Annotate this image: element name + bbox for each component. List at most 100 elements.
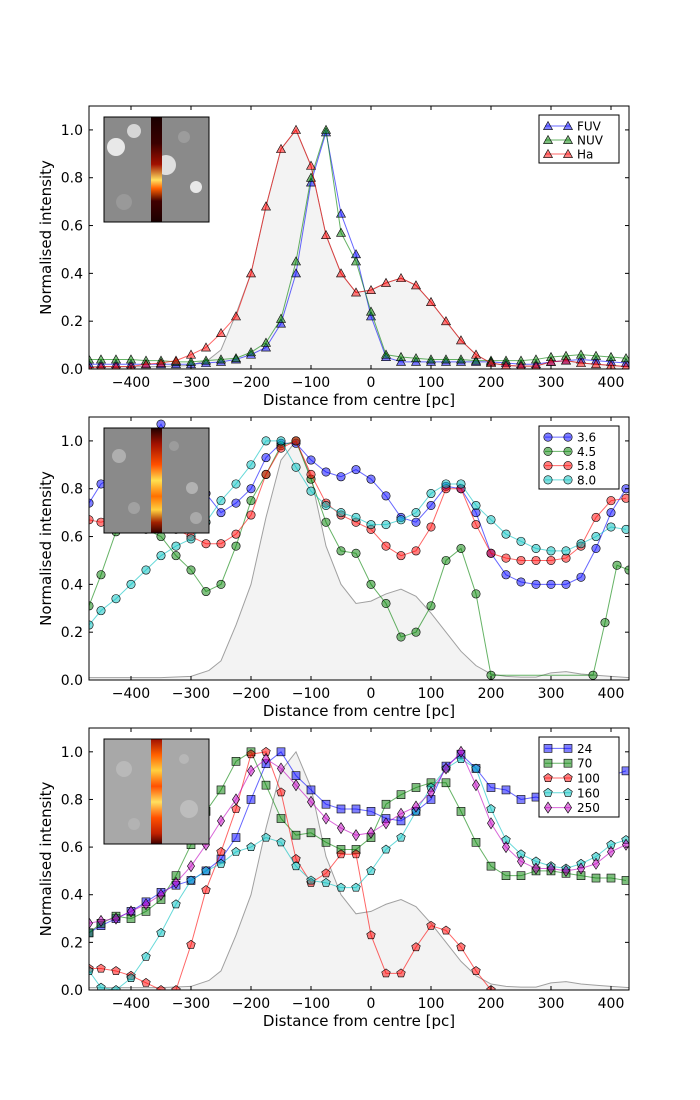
x-tick-label: 100	[418, 375, 445, 391]
inset-strip	[151, 117, 162, 222]
x-axis-label: Distance from centre [pc]	[263, 391, 455, 409]
point-8.0-10	[231, 479, 241, 489]
point-NUV-9	[215, 354, 227, 364]
point-Ha-11	[245, 268, 257, 278]
point-70-29	[516, 871, 526, 880]
inset-blob	[180, 800, 198, 818]
point-250-14	[292, 779, 300, 792]
legend-marker-24	[563, 744, 573, 753]
point-3.6-11	[246, 484, 256, 494]
y-tick-label: 1.0	[61, 123, 83, 139]
point-5.8-28	[501, 553, 511, 563]
point-24-29	[516, 795, 526, 804]
point-FUV-12	[260, 342, 272, 352]
point-8.0-35	[606, 522, 616, 532]
point-100-16	[321, 868, 331, 878]
point-160-6	[171, 899, 181, 909]
point-8.0-16	[321, 500, 331, 510]
point-70-16	[321, 838, 331, 847]
point-100-5	[156, 985, 166, 990]
point-70-36	[621, 876, 629, 885]
point-3.6-33	[576, 572, 586, 582]
point-160-16	[321, 877, 331, 887]
point-160-8	[201, 866, 211, 875]
point-NUV-13	[275, 313, 287, 323]
point-3.6-15	[306, 455, 316, 465]
point-70-14	[291, 830, 301, 840]
legend-marker-Ha	[562, 148, 574, 158]
point-250-28	[502, 841, 510, 854]
point-5.8-9	[216, 539, 226, 549]
point-160-9	[216, 858, 226, 868]
inset-frame	[103, 738, 210, 845]
point-3.6-12	[261, 453, 271, 463]
x-tick-label: −300	[172, 996, 210, 1012]
point-4.5-29	[600, 618, 610, 628]
y-tick-label: 0.8	[61, 792, 83, 808]
point-NUV-25	[455, 354, 467, 364]
series-160	[89, 754, 629, 990]
point-5.8-26	[471, 520, 481, 530]
point-160-15	[306, 875, 316, 885]
point-250-12	[262, 752, 270, 766]
legend-label-NUV: NUV	[577, 134, 604, 148]
point-Ha-24	[440, 316, 452, 326]
point-8.0-6	[171, 541, 181, 551]
x-tick-label: 400	[598, 375, 625, 391]
y-axis-label: Normalised intensity	[37, 781, 55, 936]
legend-marker-NUV	[562, 134, 574, 144]
point-250-0	[89, 917, 93, 930]
x-tick-label: 300	[538, 996, 565, 1012]
point-3.6-35	[606, 508, 616, 518]
point-100-7	[186, 939, 196, 949]
point-100-8	[201, 885, 211, 894]
point-8.0-30	[531, 543, 541, 553]
point-3.6-18	[351, 465, 361, 475]
point-250-22	[412, 800, 420, 813]
point-250-33	[577, 862, 585, 875]
x-tick-label: −400	[112, 375, 150, 391]
point-70-0	[89, 928, 94, 938]
point-Ha-25	[455, 335, 467, 345]
legend-label-160: 160	[577, 786, 600, 800]
point-FUV-15	[305, 177, 317, 187]
x-tick-label: 0	[367, 996, 376, 1012]
point-NUV-12	[260, 337, 272, 347]
point-5.8-27	[486, 548, 496, 558]
point-3.6-16	[321, 467, 331, 477]
point-250-27	[487, 817, 495, 830]
point-100-6	[171, 985, 181, 990]
legend-marker-160	[563, 787, 573, 797]
point-8.0-31	[546, 546, 556, 556]
series-Ha	[89, 124, 629, 369]
point-Ha-30	[531, 361, 541, 369]
point-100-19	[366, 930, 376, 940]
legend-label-100: 100	[577, 772, 600, 786]
legend-label-250: 250	[577, 801, 600, 815]
point-Ha-36	[621, 361, 629, 369]
point-8.0-2	[111, 594, 121, 604]
point-FUV-21	[395, 356, 407, 366]
point-100-20	[381, 968, 391, 978]
inset-blob	[190, 512, 202, 524]
point-250-4	[142, 898, 150, 911]
point-Ha-14	[290, 124, 302, 134]
inset-blob	[112, 449, 126, 463]
x-tick-label: −200	[232, 996, 270, 1012]
legend-label-3.6: 3.6	[577, 431, 596, 445]
point-100-22	[411, 942, 421, 952]
point-NUV-20	[380, 349, 392, 359]
point-Ha-23	[425, 296, 437, 306]
point-100-23	[426, 920, 436, 930]
x-tick-label: 300	[538, 686, 565, 702]
inset-blob	[128, 818, 140, 830]
point-5.8-30	[531, 555, 541, 565]
point-8.0-13	[276, 436, 286, 446]
point-8.0-34	[591, 532, 601, 542]
point-8.0-4	[141, 565, 151, 575]
x-tick-label: 300	[538, 375, 565, 391]
series-100	[89, 746, 496, 990]
point-5.8-20	[381, 541, 391, 551]
